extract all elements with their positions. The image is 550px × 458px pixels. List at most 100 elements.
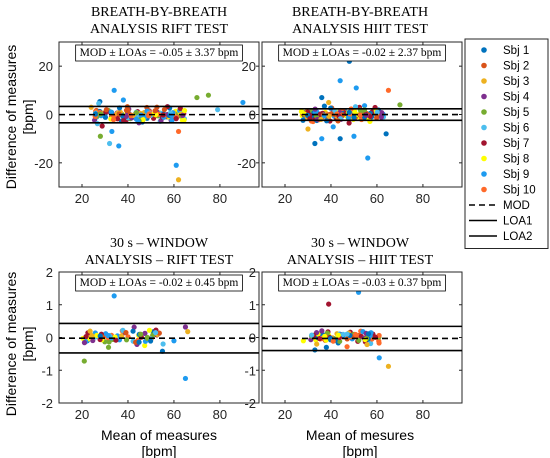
y-axis-label-bottom-line-1: Difference of measures [3, 272, 19, 416]
data-point [240, 99, 246, 106]
data-point [142, 342, 148, 349]
mod-loa-annotation: MOD ± LOAs = -0.05 ± 3.37 bpm [80, 47, 239, 59]
data-point [171, 338, 177, 344]
x-tick-label: 40 [324, 191, 338, 206]
data-point [96, 100, 102, 107]
data-point [136, 339, 142, 345]
legend: Sbj 1 Sbj 2 Sbj 3 Sbj 4 Sbj 5 Sbj 6 Sbj 7 Sbj 8… [464, 38, 549, 249]
x-tick-label: 20 [75, 407, 89, 422]
y-tick-label: -1 [244, 363, 256, 378]
y-tick-label: 20 [39, 59, 53, 74]
data-point [169, 117, 175, 123]
data-point [116, 143, 122, 149]
x-tick-label: 20 [278, 407, 292, 422]
data-point [383, 131, 389, 137]
x-tick-label: 60 [167, 191, 181, 206]
data-point [119, 333, 125, 339]
data-point [123, 337, 130, 343]
data-point [337, 136, 343, 142]
annotation-box [278, 274, 446, 292]
y-tick-label: 2 [46, 265, 53, 280]
axis-labels: Difference of measures [bpm] Difference … [3, 45, 414, 458]
data-point [106, 140, 113, 147]
y-tick-label: -1 [41, 363, 53, 378]
data-point [376, 340, 382, 346]
data-point [152, 329, 159, 336]
data-point [361, 103, 368, 109]
legend-label: Sbj 6 [503, 123, 529, 135]
legend-marker [481, 93, 487, 100]
data-point [322, 333, 328, 339]
data-point [94, 121, 101, 127]
data-point [319, 328, 325, 334]
data-point [326, 301, 332, 307]
data-point [152, 108, 158, 114]
data-point [161, 106, 168, 113]
y-tick-label: 20 [242, 59, 256, 74]
y-tick-label: -20 [34, 156, 53, 171]
x-axis-label-left-line-2: [bpm] [141, 443, 176, 458]
data-point [300, 338, 306, 344]
data-point [97, 133, 103, 139]
data-point [318, 116, 324, 122]
legend-label: Sbj 8 [503, 154, 529, 166]
data-point [109, 128, 115, 135]
legend-label: Sbj 9 [503, 169, 529, 181]
y-tick-label: -2 [244, 396, 256, 411]
data-point [346, 109, 352, 115]
x-tick-label: 80 [213, 407, 227, 422]
data-point [182, 375, 189, 382]
data-point [147, 338, 154, 344]
data-point [110, 117, 117, 123]
data-point [144, 334, 150, 341]
x-tick-label: 40 [121, 407, 135, 422]
data-point [89, 333, 95, 339]
data-point [337, 78, 343, 84]
legend-label: Sbj 7 [503, 138, 529, 150]
data-point [298, 108, 305, 115]
data-point [123, 330, 129, 336]
x-tick-label: 80 [416, 191, 430, 206]
panel-hiit-breath-by-breath: 20 40 60 80 -20 0 20 MOD ± LOAs = -0.02 ± 2.37 … [237, 41, 463, 206]
panel-4-title-line-2: ANALYSIS – HIIT TEST [287, 253, 434, 268]
y-axis-label-bottom-line-2: [bpm] [20, 326, 36, 361]
data-point [130, 328, 136, 334]
x-tick-label: 60 [167, 407, 181, 422]
annotation-box [75, 274, 243, 292]
x-tick-label: 40 [324, 407, 338, 422]
data-point [357, 112, 364, 118]
data-point [326, 99, 332, 106]
data-point [173, 116, 179, 122]
data-point [351, 114, 357, 120]
mod-loa-annotation: MOD ± LOAs = -0.02 ± 2.37 bpm [283, 47, 442, 59]
data-point [352, 331, 359, 338]
legend-label: Sbj 10 [503, 185, 536, 197]
x-tick-label: 20 [278, 191, 292, 206]
legend-marker [481, 47, 487, 53]
legend-label: LOA2 [503, 231, 532, 243]
data-point [138, 331, 144, 337]
data-point [378, 114, 384, 120]
data-point [330, 338, 336, 344]
x-tick-label: 60 [370, 191, 384, 206]
data-point [108, 109, 114, 115]
data-point [365, 331, 372, 337]
y-axis-label-top-line-2: [bpm] [20, 99, 36, 134]
data-point [344, 331, 350, 337]
y-tick-label: 1 [46, 298, 53, 313]
x-tick-label: 80 [416, 407, 430, 422]
data-point [106, 339, 112, 345]
data-point [146, 327, 153, 333]
data-point [194, 94, 200, 101]
data-point [175, 177, 182, 183]
data-point [205, 92, 212, 98]
data-point [335, 332, 341, 338]
legend-marker [481, 109, 487, 115]
legend-label: MOD [503, 200, 530, 212]
data-point [319, 136, 325, 142]
legend-label: Sbj 4 [503, 92, 530, 104]
data-point [337, 338, 343, 344]
